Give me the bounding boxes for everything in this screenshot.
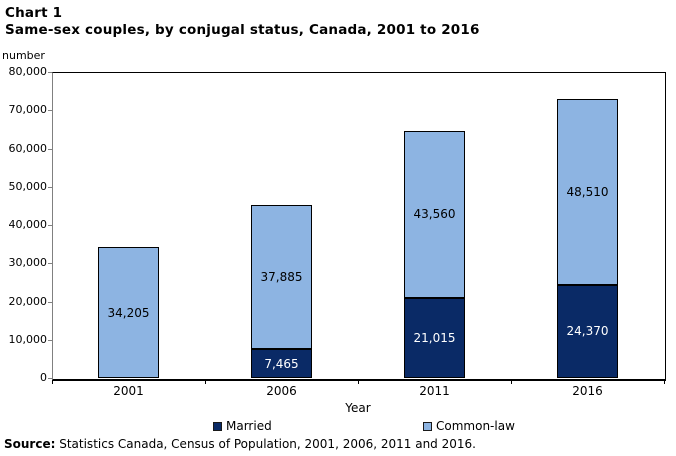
y-tick-label: 80,000 — [8, 65, 48, 78]
y-tick-mark — [48, 186, 52, 188]
y-tick-label: 30,000 — [8, 256, 48, 270]
bar-value-label: 43,560 — [413, 207, 456, 222]
y-tick-mark — [48, 301, 52, 303]
x-category-label: 2011 — [419, 384, 450, 398]
source-text: Statistics Canada, Census of Population,… — [55, 437, 476, 451]
x-tick-mark — [511, 380, 512, 384]
bar-segment-common-law — [98, 247, 159, 378]
y-tick-mark — [48, 148, 52, 150]
source-prefix: Source: — [4, 437, 56, 451]
legend-swatch-married — [213, 421, 222, 431]
chart-title: Same-sex couples, by conjugal status, Ca… — [5, 22, 480, 38]
legend-item-common-law: Common-law — [423, 419, 515, 433]
x-tick-mark — [52, 380, 53, 384]
y-tick-label: 20,000 — [8, 294, 48, 308]
bar-segment-married — [404, 297, 465, 378]
y-tick-label: 70,000 — [8, 103, 48, 117]
bar-value-label: 34,205 — [107, 305, 150, 320]
x-category-label: 2006 — [266, 384, 297, 398]
y-tick-label: 40,000 — [8, 218, 48, 231]
x-category-label: 2016 — [572, 384, 603, 398]
bar-segment-married — [557, 284, 618, 378]
legend-item-married: Married — [213, 419, 272, 433]
bar-segment-common-law — [557, 99, 618, 285]
y-axis-unit-label: number — [2, 49, 45, 62]
x-tick-mark — [664, 380, 665, 384]
y-tick-mark — [48, 72, 52, 73]
x-axis-title: Year — [345, 401, 371, 415]
y-tick-mark — [48, 110, 52, 112]
bar-value-label: 24,370 — [566, 324, 609, 339]
bar-segment-married — [251, 349, 312, 378]
chart-number-label: Chart 1 — [5, 5, 63, 21]
source-note: Source: Statistics Canada, Census of Pop… — [4, 437, 476, 451]
legend-label: Common-law — [436, 419, 515, 433]
bar-value-label: 48,510 — [566, 185, 609, 199]
y-tick-label: 60,000 — [8, 141, 48, 155]
bar-value-label: 21,015 — [413, 330, 456, 345]
bar-value-label: 7,465 — [264, 356, 299, 371]
y-tick-label: 0 — [40, 371, 47, 384]
x-tick-mark — [205, 380, 206, 384]
y-tick-label: 50,000 — [8, 179, 48, 193]
y-tick-mark — [48, 225, 52, 226]
y-tick-mark — [48, 378, 52, 379]
y-tick-mark — [48, 263, 52, 265]
x-tick-mark — [358, 380, 359, 384]
legend-label: Married — [226, 419, 272, 433]
x-category-label: 2001 — [113, 384, 144, 398]
bar-segment-common-law — [251, 204, 312, 350]
y-tick-mark — [48, 339, 52, 341]
bar-value-label: 37,885 — [260, 269, 303, 284]
y-tick-label: 10,000 — [8, 332, 48, 346]
bar-segment-common-law — [404, 131, 465, 298]
legend-swatch-common-law — [423, 421, 432, 431]
